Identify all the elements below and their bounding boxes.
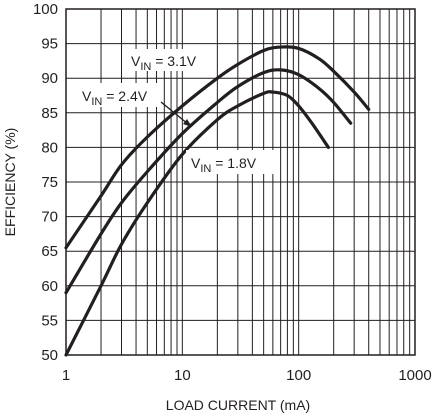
x-tick-label: 10 [174,367,191,384]
y-tick-label: 60 [41,278,58,295]
tick-label-layer: 1 10 100 1000 50 55 60 65 70 75 80 85 90 95 100 [33,1,432,384]
y-tick-label: 85 [41,105,58,122]
y-tick-label: 55 [41,312,58,329]
y-tick-label: 100 [33,1,58,18]
series-label-layer: VIN = 3.1V VIN = 2.4V VIN = 1.8V [78,49,274,175]
x-tick-label: 100 [286,367,311,384]
y-tick-label: 75 [41,174,58,191]
y-tick-label: 50 [41,347,58,364]
series-label-1: VIN = 3.1V [131,53,197,73]
series-label-pointer-head [183,119,192,127]
x-tick-label: 1000 [398,367,431,384]
series-label-background [128,49,214,71]
series-label-pointer [160,101,189,125]
plot-frame [65,8,416,356]
series-line-1 [64,45,371,250]
series-label-2: VIN = 2.4V [82,88,148,108]
series-label-3: VIN = 1.8V [191,155,257,175]
y-tick-label: 65 [41,243,58,260]
y-tick-label: 80 [41,139,58,156]
series-line-3 [64,90,330,357]
x-axis-title: LOAD CURRENT (mA) [166,397,310,413]
x-tick-label: 1 [62,367,70,384]
curve-layer [64,45,371,357]
series-label-background [186,150,274,174]
grid-layer [66,9,415,355]
y-tick-label: 90 [41,70,58,87]
series-label-background [78,83,158,107]
y-tick-label: 70 [41,209,58,226]
y-axis-title: EFFICIENCY (%) [2,128,18,237]
y-tick-label: 95 [41,36,58,53]
series-line-2 [64,68,353,295]
